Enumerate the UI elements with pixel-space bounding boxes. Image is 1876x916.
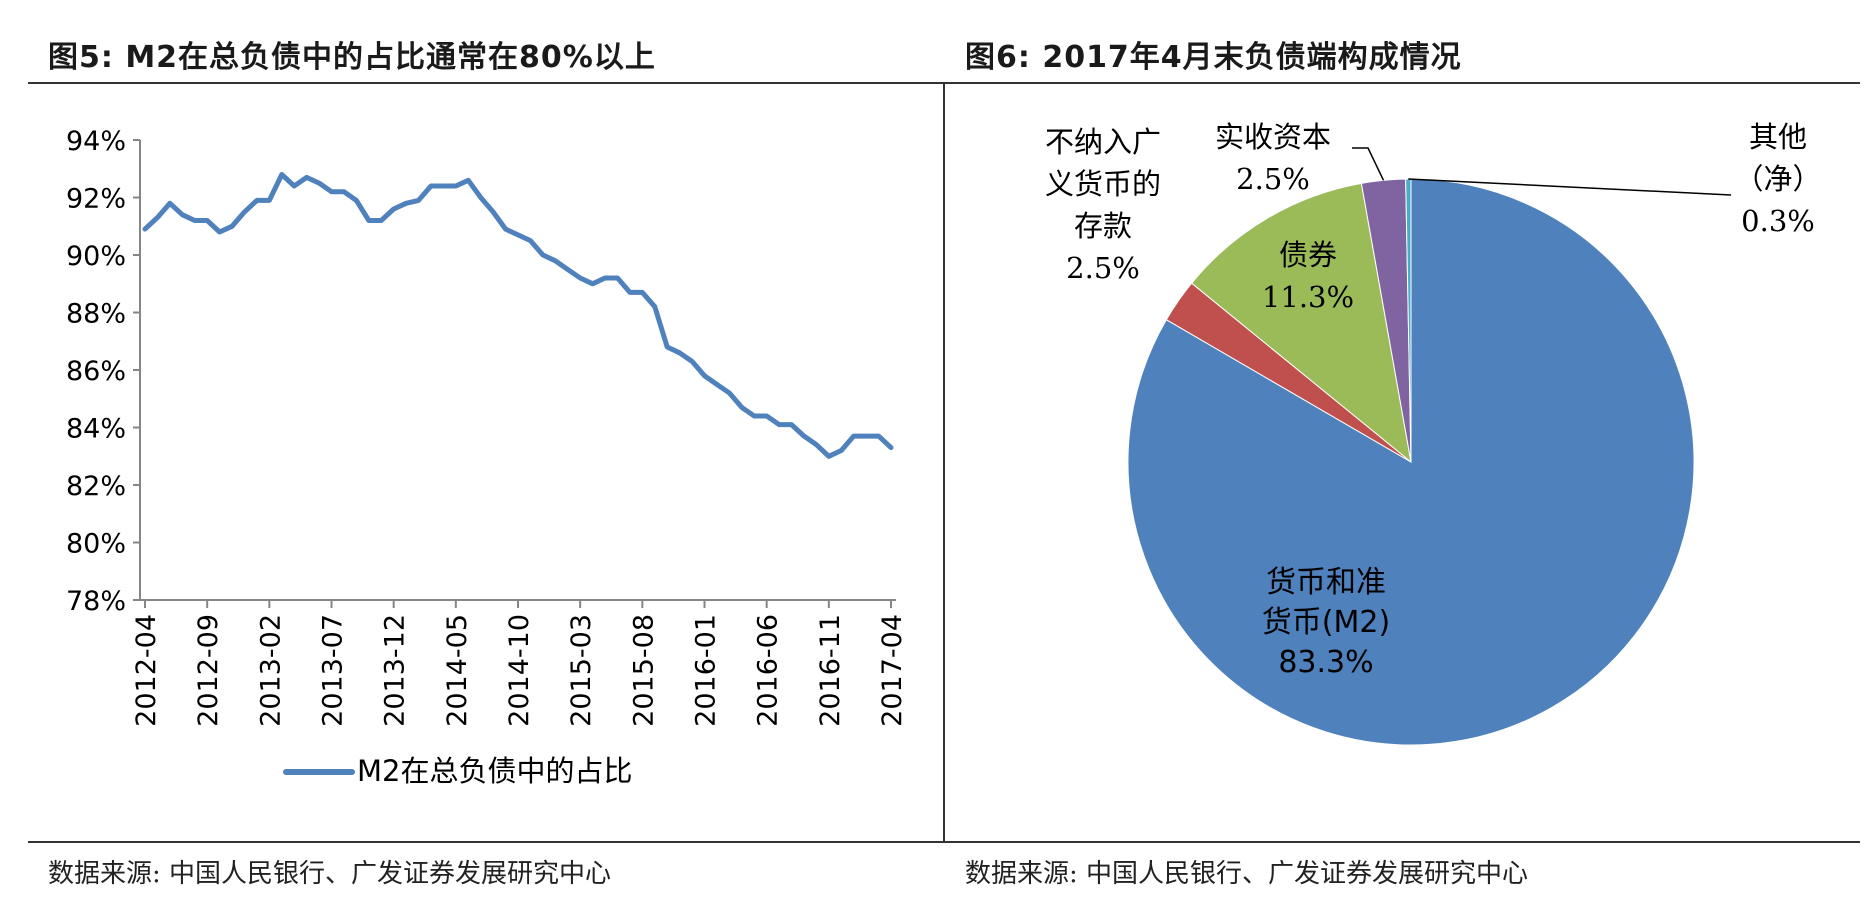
x-tick-label: 2014-05 <box>442 614 473 727</box>
x-tick-label: 2015-03 <box>566 614 597 727</box>
x-tick-label: 2012-04 <box>131 614 162 727</box>
x-tick-label: 2014-10 <box>504 614 535 727</box>
pie-slice <box>1190 182 1412 464</box>
y-tick-label: 84% <box>66 414 126 445</box>
slice-name-label: 货币和准 <box>1266 565 1386 600</box>
slice-name-label: 义货币的 <box>1045 167 1161 201</box>
slice-name-label: 存款 <box>1074 209 1132 243</box>
x-tick-label: 2015-08 <box>628 614 659 727</box>
y-tick-label: 82% <box>66 471 126 502</box>
right-source-note: 数据来源: 中国人民银行、广发证券发展研究中心 <box>965 859 1529 889</box>
slice-name-label: 其他 <box>1749 120 1807 154</box>
x-tick-label: 2013-07 <box>318 614 349 727</box>
slice-value-label: 11.3% <box>1262 280 1354 314</box>
slice-name-label: （净） <box>1734 162 1821 196</box>
y-tick-label: 80% <box>66 529 126 560</box>
bottom-rule <box>28 841 1860 843</box>
left-source-note: 数据来源: 中国人民银行、广发证券发展研究中心 <box>48 859 612 889</box>
x-tick-label: 2013-12 <box>380 614 411 727</box>
slice-name-label: 债券 <box>1279 238 1337 272</box>
slice-value-label: 83.3% <box>1278 645 1373 680</box>
x-tick-label: 2016-01 <box>691 614 722 727</box>
x-tick-label: 2012-09 <box>193 614 224 727</box>
x-tick-label: 2013-02 <box>255 614 286 727</box>
y-tick-label: 86% <box>66 356 126 387</box>
series-line <box>142 172 894 459</box>
slice-value-label: 2.5% <box>1236 162 1310 196</box>
slice-name-label: 货币(M2) <box>1262 605 1390 640</box>
slice-name-label: 不纳入广 <box>1045 125 1161 159</box>
left-chart-title: 图5: M2在总负债中的占比通常在80%以上 <box>48 40 656 75</box>
y-tick-label: 94% <box>66 126 126 157</box>
y-tick-label: 78% <box>66 586 126 617</box>
x-tick-label: 2017-04 <box>877 614 908 727</box>
slice-name-label: 实收资本 <box>1215 120 1331 154</box>
x-tick-label: 2016-11 <box>815 614 846 727</box>
right-chart-title: 图6: 2017年4月末负债端构成情况 <box>965 40 1462 75</box>
line-chart: 94% 92% 90% 88% 86% 84% 82% 80% 78%2012-04 2012-0… <box>66 126 908 788</box>
slice-value-label: 0.3% <box>1741 204 1815 238</box>
leader-line <box>1352 147 1385 181</box>
leader-line <box>1408 178 1732 196</box>
y-tick-label: 88% <box>66 299 126 330</box>
legend-label: M2在总负债中的占比 <box>357 754 632 788</box>
x-tick-label: 2016-06 <box>753 614 784 727</box>
y-tick-label: 90% <box>66 241 126 272</box>
slice-value-label: 2.5% <box>1066 251 1140 285</box>
y-tick-label: 92% <box>66 184 126 215</box>
panel-divider <box>943 82 945 841</box>
